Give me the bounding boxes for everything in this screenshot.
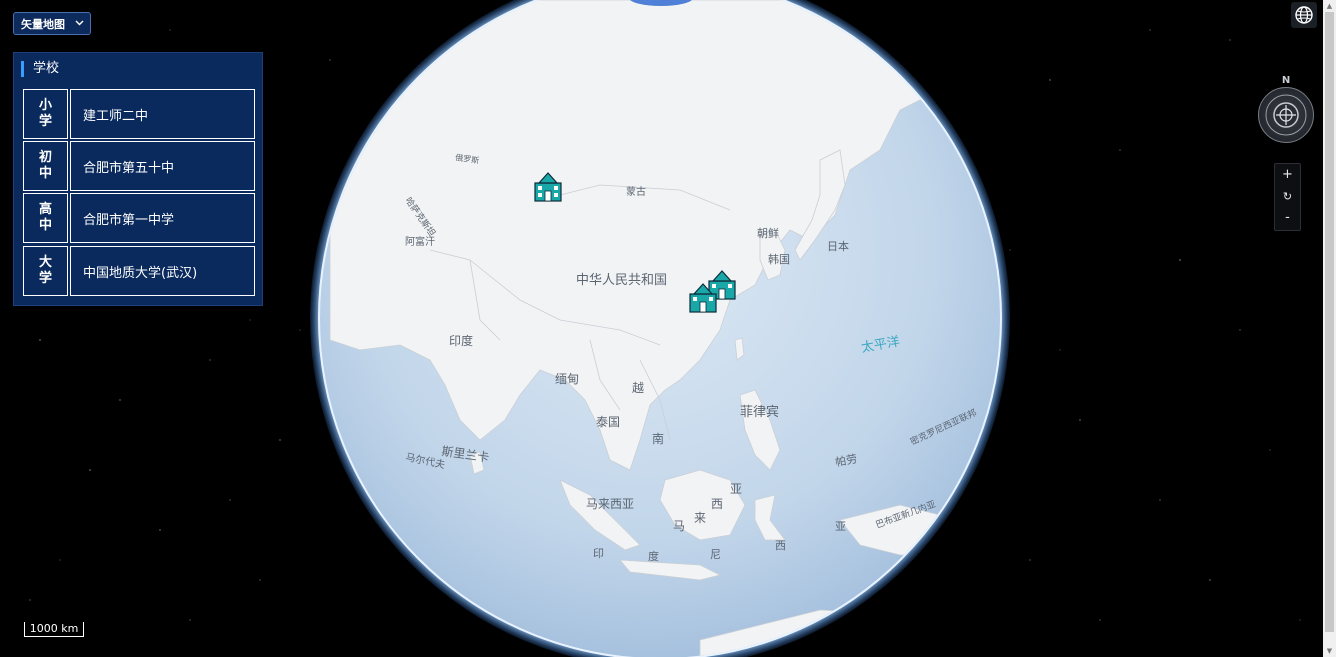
label-philippines: 菲律宾 xyxy=(740,404,779,420)
school-marker-1[interactable] xyxy=(532,171,564,203)
label-china: 中华人民共和国 xyxy=(576,273,667,288)
globe-view-button[interactable] xyxy=(1291,2,1317,28)
label-pacific: 太平洋 xyxy=(860,334,901,356)
school-row-university[interactable]: 大学 中国地质大学(武汉) xyxy=(23,246,255,296)
school-row-high[interactable]: 高中 合肥市第一中学 xyxy=(23,193,255,243)
map-layer-select-value: 矢量地图 xyxy=(21,17,65,31)
label-srilanka: 斯里兰卡 xyxy=(441,444,490,465)
label-afghanistan: 阿富汗 xyxy=(405,235,435,248)
label-malaysia-east-4: 亚 xyxy=(730,482,742,496)
label-indonesia-1: 印 xyxy=(593,547,604,560)
label-russia: 俄罗斯 xyxy=(455,152,480,165)
school-row-middle[interactable]: 初中 合肥市第五十中 xyxy=(23,141,255,191)
map-layer-select[interactable]: 矢量地图 xyxy=(13,12,91,35)
label-guinea: 亚 xyxy=(835,520,846,533)
scale-bar: 1000 km xyxy=(24,622,84,637)
label-indonesia-4: 西 xyxy=(775,539,786,552)
scroll-up-icon[interactable]: ▲ xyxy=(1326,2,1333,10)
school-name[interactable]: 建工师二中 xyxy=(70,89,255,139)
reset-view-button[interactable]: ↻ xyxy=(1282,190,1293,203)
school-row-primary[interactable]: 小学 建工师二中 xyxy=(23,89,255,139)
label-malaysia-east-2: 来 xyxy=(694,511,706,525)
school-panel-title: 学校 xyxy=(21,61,59,77)
scroll-down-icon[interactable]: ▼ xyxy=(1326,647,1333,655)
label-malaysia-east-3: 西 xyxy=(711,497,723,511)
school-level-label: 小学 xyxy=(23,89,68,139)
zoom-controls: + ↻ - xyxy=(1274,163,1301,231)
school-level-label: 大学 xyxy=(23,246,68,296)
label-mongolia: 蒙古 xyxy=(626,185,646,198)
school-name[interactable]: 合肥市第五十中 xyxy=(70,141,255,191)
school-building-icon xyxy=(534,172,562,202)
label-malaysia-east-1: 马 xyxy=(673,519,685,533)
compass-icon[interactable] xyxy=(1258,87,1314,143)
globe-icon xyxy=(1295,6,1313,24)
label-india: 印度 xyxy=(449,333,473,348)
school-name[interactable]: 合肥市第一中学 xyxy=(70,193,255,243)
label-indonesia-2: 度 xyxy=(648,549,659,563)
school-marker-3[interactable] xyxy=(687,282,719,314)
label-thailand: 泰国 xyxy=(596,415,620,429)
label-indonesia-3: 尼 xyxy=(710,548,721,561)
label-vietnam: 越 xyxy=(632,381,644,395)
label-palau: 帕劳 xyxy=(834,451,858,469)
school-panel: 学校 小学 建工师二中 初中 合肥市第五十中 高中 合肥市第一中学 大学 中国地… xyxy=(13,52,263,306)
school-level-label: 高中 xyxy=(23,193,68,243)
school-name[interactable]: 中国地质大学(武汉) xyxy=(70,246,255,296)
scroll-thumb[interactable] xyxy=(1325,12,1334,632)
label-japan: 日本 xyxy=(827,239,849,253)
compass-north-label: N xyxy=(1281,75,1291,86)
chevron-down-icon xyxy=(75,18,84,29)
page-scrollbar[interactable]: ▲ ▼ xyxy=(1323,0,1336,657)
zoom-out-button[interactable]: - xyxy=(1285,210,1290,225)
label-vietnam2: 南 xyxy=(652,431,664,446)
school-building-icon xyxy=(689,283,717,313)
zoom-in-button[interactable]: + xyxy=(1282,167,1293,182)
compass-widget[interactable]: N xyxy=(1258,75,1314,145)
label-korea-dprk: 朝鲜 xyxy=(757,226,779,240)
label-korea: 韩国 xyxy=(768,252,790,266)
school-level-label: 初中 xyxy=(23,141,68,191)
label-myanmar: 缅甸 xyxy=(555,372,579,386)
label-malaysia: 马来西亚 xyxy=(586,497,634,511)
